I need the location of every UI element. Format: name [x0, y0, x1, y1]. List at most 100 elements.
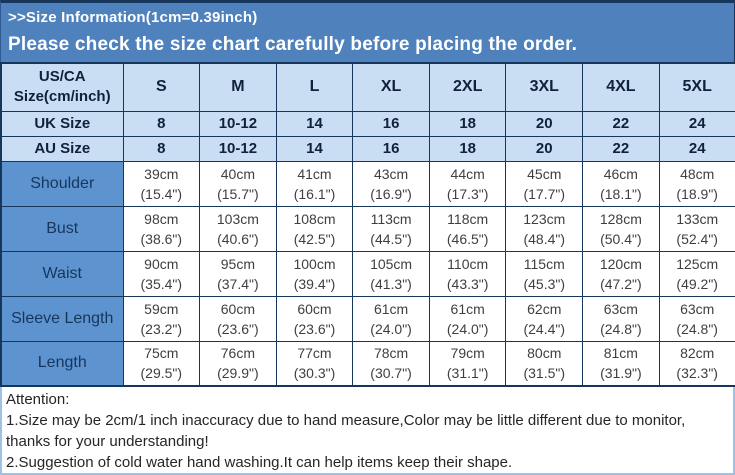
measurement-inch-value: (49.2"): [676, 275, 718, 292]
measurement-cm-value: 44cm: [450, 165, 485, 182]
measurement-cm-value: 60cm: [220, 300, 255, 317]
measurement-inch-value: (46.5"): [446, 230, 489, 247]
measurement-cm-value: 81cm: [603, 345, 638, 362]
measurement-cm-value: 61cm: [373, 300, 409, 317]
measurement-cell: 45cm (17.7"): [505, 160, 584, 207]
measurement-cm-value: 118cm: [447, 210, 489, 227]
size-row-value: 8: [122, 110, 201, 137]
corner-header-line2: Size(cm/inch): [13, 88, 111, 106]
measurement-row: Waist 90cm (35.4") 95cm (37.4") 100cm (39.4") 1…: [0, 250, 735, 297]
measurement-inch-value: (24.8"): [676, 320, 718, 337]
measurement-inch-value: (24.0"): [446, 320, 489, 337]
measurement-cell: 63cm (24.8"): [582, 295, 660, 342]
measurement-cell: 63cm (24.8"): [658, 295, 735, 342]
measurement-inch-value: (16.9"): [370, 185, 412, 202]
measurement-cm-value: 113cm: [370, 210, 412, 227]
measurement-cm-value: 46cm: [603, 165, 638, 182]
measurement-inch-value: (48.4"): [523, 230, 566, 247]
measurement-cell: 41cm (16.1"): [275, 160, 354, 207]
measurement-cm-value: 63cm: [603, 300, 638, 317]
size-row-value: 22: [582, 110, 660, 137]
size-row-label: AU Size: [0, 135, 124, 162]
size-row-value: 14: [275, 110, 354, 137]
measurement-cell: 115cm (45.3"): [505, 250, 584, 297]
measurement-cm-value: 75cm: [144, 345, 179, 362]
attention-line: 2.Suggestion of cold water hand washing.…: [6, 454, 513, 471]
measurement-inch-value: (18.9"): [676, 185, 718, 202]
measurement-cm-value: 48cm: [680, 165, 715, 182]
measurement-cm-value: 61cm: [450, 300, 485, 317]
measurement-cell: 100cm (39.4"): [275, 250, 354, 297]
measurement-cell: 44cm (17.3"): [428, 160, 507, 207]
measurement-cell: 60cm (23.6"): [275, 295, 354, 342]
measurement-cell: 110cm (43.3"): [428, 250, 507, 297]
measurement-cm-value: 95cm: [220, 255, 255, 272]
measurement-cm-value: 79cm: [450, 345, 485, 362]
attention-line: 1.Size may be 2cm/1 inch inaccuracy due …: [6, 412, 686, 450]
measurement-cm-value: 128cm: [599, 210, 642, 227]
measurement-inch-value: (42.5"): [293, 230, 336, 247]
size-row-label: UK Size: [0, 110, 124, 137]
size-chart-table: US/CA Size(cm/inch) S M L XL 2XL 3XL 4XL 5XL UK…: [0, 62, 735, 387]
measurement-cm-value: 98cm: [144, 210, 179, 227]
measurement-cell: 60cm (23.6"): [199, 295, 277, 342]
measurement-cell: 43cm (16.9"): [352, 160, 430, 207]
size-row-value: 10-12: [199, 110, 277, 137]
size-row: AU Size 8 10-12 14 16 18 20 22 24: [0, 135, 735, 162]
measurement-cell: 82cm (32.3"): [658, 340, 735, 387]
measurement-inch-value: (31.5"): [523, 365, 566, 382]
measurement-cell: 75cm (29.5"): [122, 340, 201, 387]
measurement-inch-value: (23.6"): [293, 320, 336, 337]
measurement-inch-value: (15.4"): [140, 185, 183, 202]
measurement-cell: 133cm (52.4"): [658, 205, 735, 252]
size-row-value: 10-12: [199, 135, 277, 162]
measurement-inch-value: (31.1"): [446, 365, 489, 382]
measurement-cm-value: 63cm: [680, 300, 715, 317]
size-row-value: 16: [352, 110, 430, 137]
measurement-cell: 39cm (15.4"): [122, 160, 201, 207]
measurement-cm-value: 108cm: [293, 210, 336, 227]
size-column-header: XL: [352, 62, 430, 112]
measurement-row: Bust 98cm (38.6") 103cm (40.6") 108cm (42.5") 1…: [0, 205, 735, 252]
measurement-cm-value: 77cm: [297, 345, 332, 362]
measurement-cell: 95cm (37.4"): [199, 250, 277, 297]
measurement-cell: 40cm (15.7"): [199, 160, 277, 207]
size-column-header: L: [275, 62, 354, 112]
measurement-cell: 90cm (35.4"): [122, 250, 201, 297]
measurement-row-label: Shoulder: [0, 160, 124, 207]
measurement-cm-value: 90cm: [144, 255, 179, 272]
measurement-cm-value: 125cm: [676, 255, 719, 272]
measurement-cm-value: 76cm: [220, 345, 255, 362]
measurement-cell: 76cm (29.9"): [199, 340, 277, 387]
measurement-row: Shoulder 39cm (15.4") 40cm (15.7") 41cm (16.1"…: [0, 160, 735, 207]
size-row-value: 24: [658, 135, 735, 162]
measurement-cell: 108cm (42.5"): [275, 205, 354, 252]
measurement-inch-value: (24.8"): [600, 320, 642, 337]
measurement-cell: 128cm (50.4"): [582, 205, 660, 252]
measurement-inch-value: (40.6"): [217, 230, 259, 247]
measurement-inch-value: (37.4"): [217, 275, 259, 292]
measurement-inch-value: (41.3"): [370, 275, 412, 292]
measurement-inch-value: (50.4"): [600, 230, 642, 247]
measurement-inch-value: (35.4"): [140, 275, 183, 292]
measurement-cell: 98cm (38.6"): [122, 205, 201, 252]
measurement-inch-value: (18.1"): [600, 185, 642, 202]
size-row-value: 24: [658, 110, 735, 137]
measurement-row-label: Bust: [0, 205, 124, 252]
size-row-value: 16: [352, 135, 430, 162]
size-row-value: 18: [428, 110, 507, 137]
measurement-cell: 113cm (44.5"): [352, 205, 430, 252]
size-row-value: 20: [505, 135, 584, 162]
measurement-cell: 62cm (24.4"): [505, 295, 584, 342]
corner-header-cell: US/CA Size(cm/inch): [0, 62, 124, 112]
measurement-inch-value: (16.1"): [293, 185, 336, 202]
measurement-inch-value: (29.9"): [217, 365, 259, 382]
measurement-cm-value: 115cm: [523, 255, 565, 272]
size-column-header: 5XL: [658, 62, 735, 112]
measurement-cm-value: 105cm: [370, 255, 413, 272]
measurement-cell: 78cm (30.7"): [352, 340, 430, 387]
measurement-cm-value: 40cm: [220, 165, 255, 182]
measurement-inch-value: (31.9"): [600, 365, 642, 382]
measurement-inch-value: (45.3"): [523, 275, 566, 292]
